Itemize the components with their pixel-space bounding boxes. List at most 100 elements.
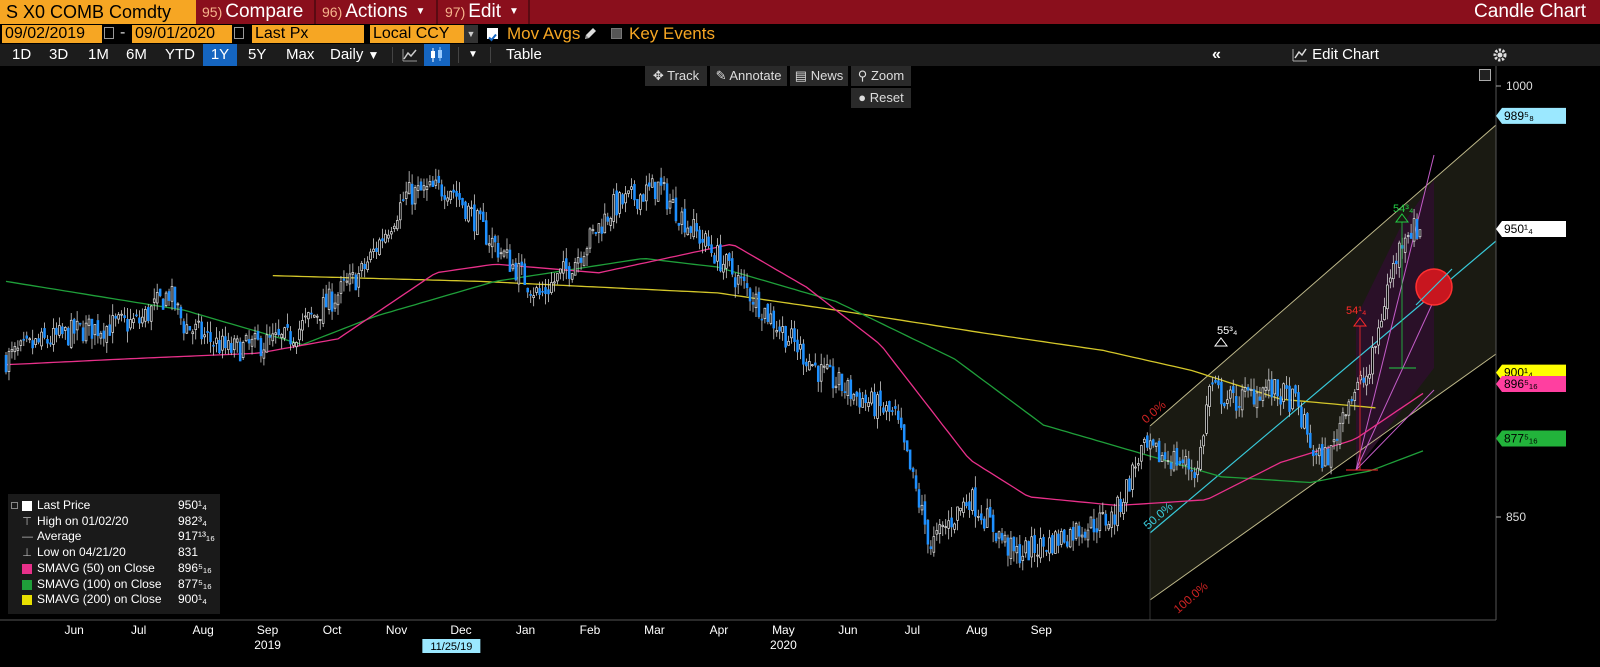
candle-down [1297,392,1300,407]
candle-up [535,287,538,293]
candle-chart-toggle[interactable] [424,44,450,66]
period-1d[interactable]: 1D [12,46,32,63]
price-chart[interactable]: 1000 850 Jun Jul Aug Sep Oct Nov Dec Jan Feb Mar Apr… [0,66,1600,667]
line-chart-icon[interactable] [401,47,419,63]
candle-down [473,204,476,232]
divider [392,47,393,63]
legend-entry: SMAVG (50) on Close 896⁵₁₆ [8,561,220,576]
candle-down [493,236,497,243]
candle-up [1140,445,1143,462]
security-ticker[interactable]: S X0 COMB Comdty [0,0,196,24]
candle-down [1309,432,1312,448]
candle-down [1018,544,1022,564]
compare-button[interactable]: 95) Compare [202,0,303,24]
track-button[interactable]: ✥ Track [645,66,707,86]
candle-down [1258,396,1262,401]
reset-label: Reset [869,90,904,105]
y-tick-label: 1000 [1506,79,1533,93]
candle-up [650,178,654,188]
candle-down [55,327,58,335]
key-events-checkbox[interactable] [611,28,622,39]
chevron-down-icon[interactable]: ▼ [464,25,478,43]
period-5y[interactable]: 5Y [248,46,267,63]
candle-up [1229,389,1232,399]
table-toggle-icon[interactable] [1479,69,1491,81]
candle-down [683,208,687,233]
mov-avgs-checkbox[interactable] [487,28,498,42]
period-max[interactable]: Max [286,46,315,63]
edit-chart-button[interactable]: Edit Chart [1292,44,1379,66]
legend-label: SMAVG (200) on Close [37,592,162,607]
candle-down [1285,385,1288,389]
legend-collapse-icon[interactable] [11,502,18,509]
candle-up [176,303,180,306]
candle-up [396,220,399,230]
actions-button[interactable]: 96) Actions ▼ [322,0,425,24]
legend-label: Average [37,529,82,544]
x-tick-label: Jan [516,623,535,637]
price-field-select[interactable]: Last Px [252,25,364,43]
calendar-icon[interactable] [234,27,244,39]
period-6m[interactable]: 6M [126,46,147,63]
candle-up [304,315,307,318]
gear-icon[interactable] [1492,47,1508,63]
candle-down [899,417,903,428]
chevron-down-icon[interactable]: ▼ [468,49,478,60]
period-3d[interactable]: 3D [49,46,69,63]
news-button[interactable]: ▤ News [790,66,848,86]
candle-up [75,320,79,331]
candle-down [849,379,853,399]
candle-up [149,305,153,322]
edit-button[interactable]: 97) Edit ▼ [445,0,519,24]
period-1m[interactable]: 1M [88,46,109,63]
candle-up [825,364,829,369]
candle-up [1015,546,1019,554]
candle-down [911,468,915,472]
candle-up [1255,392,1259,409]
period-ytd[interactable]: YTD [165,46,195,63]
candle-up [1137,463,1140,466]
pencil-icon[interactable] [582,26,598,42]
candle-up [470,207,473,210]
candle-up [271,333,275,342]
candle-up [467,205,470,222]
end-date-input[interactable]: 09/01/2020 [132,25,232,43]
start-date-input[interactable]: 09/02/2019 [2,25,102,43]
calendar-icon[interactable] [104,27,114,39]
candle-up [822,365,826,368]
candle-up [1154,442,1158,447]
candle-down [974,487,977,517]
candle-up [1329,445,1333,468]
candle-up [1086,529,1090,541]
candle-up [301,320,304,331]
candle-up [194,323,197,330]
annotate-button[interactable]: ✎ Annotate [710,66,787,86]
x-tick-label: Aug [966,623,987,637]
zoom-button[interactable]: ⚲ Zoom [851,66,911,86]
frequency-select[interactable]: Daily ▼ [330,44,379,66]
candle-up [1412,218,1416,242]
collapse-panel-icon[interactable]: « [1212,46,1221,63]
candle-up [446,197,449,202]
table-button[interactable]: Table [506,46,542,63]
candle-up [1317,447,1321,457]
price-tag-label: 989⁵₈ [1504,109,1534,123]
candle-up [573,262,577,276]
candle-up [1341,412,1345,424]
mov-avgs-label[interactable]: Mov Avgs [507,24,581,43]
period-1y[interactable]: 1Y [203,44,237,66]
reset-button[interactable]: ● Reset [851,88,911,108]
recent-annotation: 54³₄ [1393,203,1414,215]
chart-legend: Last Price 950¹₄ ⊤ High on 01/02/20 982³₄ — Av… [8,494,220,614]
price-tag: 896⁵₁₆ [1496,375,1566,392]
candle-up [298,328,301,341]
key-events-label[interactable]: Key Events [629,24,715,43]
candle-up [241,342,245,358]
currency-select[interactable]: Local CCY [370,25,464,43]
candle-up [1291,388,1294,410]
candle-up [244,334,248,342]
candle-up [1374,345,1377,348]
candle-up [505,249,509,253]
candle-down [843,391,847,393]
candle-up [339,281,343,294]
